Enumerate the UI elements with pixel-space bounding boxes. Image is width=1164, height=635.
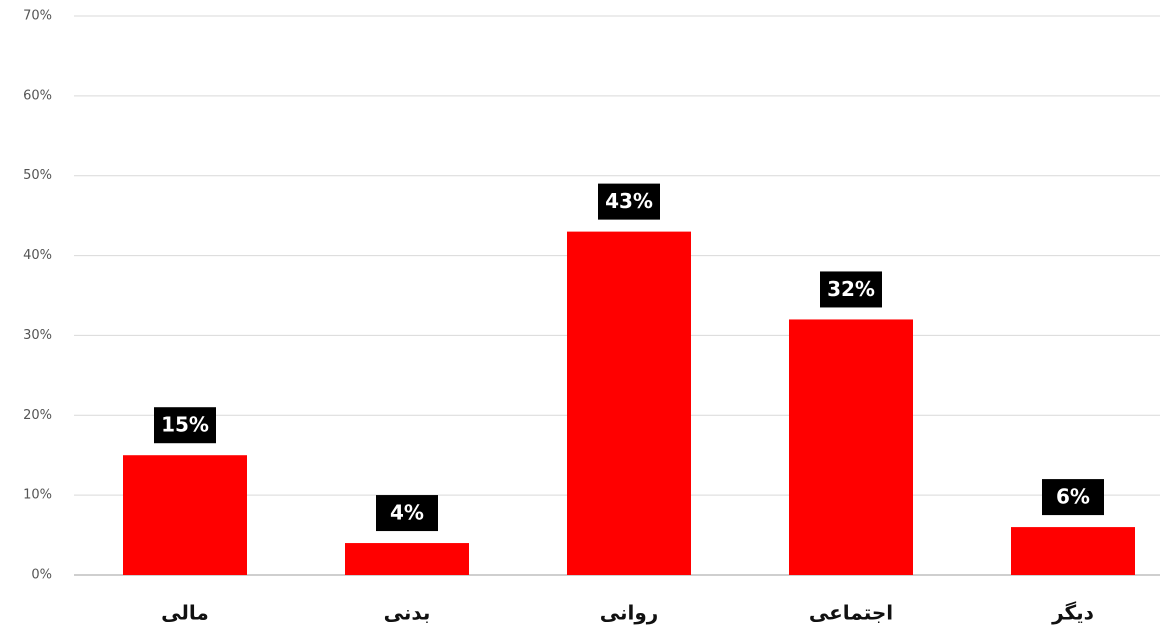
x-tick-label: بدنی: [384, 601, 431, 625]
x-tick-label: روانی: [600, 601, 659, 625]
bar: [345, 543, 469, 575]
value-label: 4%: [390, 501, 424, 525]
value-label-box: [1042, 479, 1104, 516]
value-label-box: [154, 407, 216, 444]
y-tick-label: 0%: [31, 568, 52, 583]
y-tick-label: 10%: [23, 488, 52, 503]
bar: [789, 319, 913, 575]
bar: [567, 231, 691, 575]
value-label-box: [820, 271, 882, 308]
bar: [123, 455, 247, 575]
x-tick-label: مالی: [161, 601, 209, 625]
value-label: 32%: [827, 277, 875, 301]
x-tick-label: دیگر: [1051, 601, 1094, 625]
x-tick-label: اجتماعی: [809, 601, 893, 625]
y-tick-label: 70%: [23, 9, 52, 24]
y-tick-label: 40%: [23, 248, 52, 263]
value-label: 43%: [605, 189, 653, 213]
y-tick-label: 20%: [23, 408, 52, 423]
bar: [1011, 527, 1135, 575]
y-tick-label: 50%: [23, 168, 52, 183]
value-label: 6%: [1056, 485, 1090, 509]
value-label-box: [376, 495, 438, 532]
y-tick-label: 60%: [23, 88, 52, 103]
y-tick-label: 30%: [23, 328, 52, 343]
value-label: 15%: [161, 413, 209, 437]
value-label-box: [598, 183, 660, 220]
